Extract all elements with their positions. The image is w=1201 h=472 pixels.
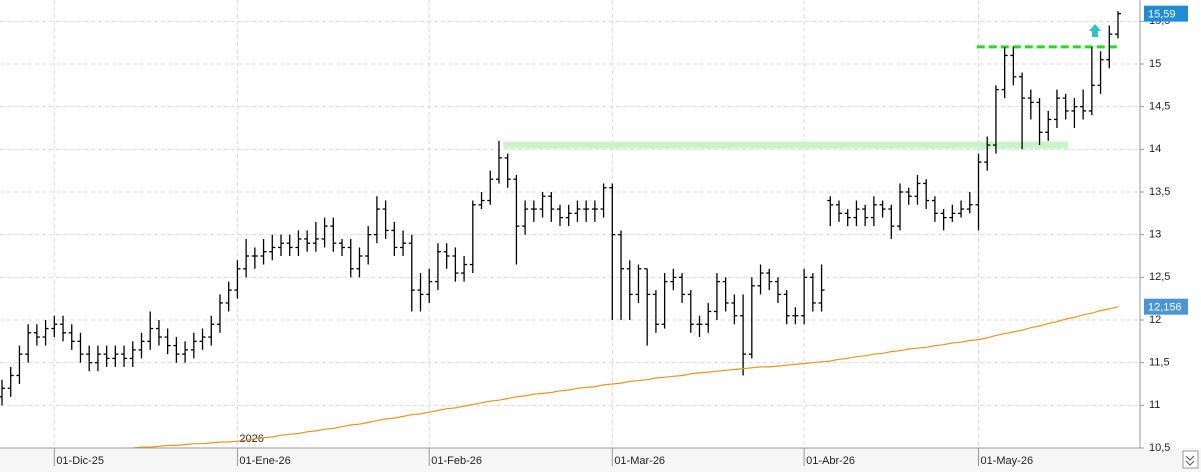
y-tick-label: 14 [1149,143,1161,155]
x-tick-label: 01-Abr-26 [806,455,855,467]
y-tick-label: 13 [1149,229,1161,241]
price-tag [1144,5,1188,22]
x-tick-label: 01-Ene-26 [239,455,290,467]
x-tick-label: 01-May-26 [981,455,1034,467]
x-axis: 01-Dic-25 01-Ene-26 01-Feb-26 01-Mar-26 01-A… [53,448,1034,467]
y-tick-label: 11 [1149,399,1160,411]
corner-icon [1185,460,1195,466]
plot-area: 2026 [0,11,1121,448]
y-tick-label: 11,5 [1149,357,1170,369]
price-tag [1144,298,1188,315]
y-tick-label: 10,5 [1149,442,1170,454]
price-tag-label: 15,59 [1148,9,1176,21]
y-tick-label: 15 [1149,58,1161,70]
x-tick-label: 01-Mar-26 [614,455,665,467]
x-tick-label: 01-Feb-26 [431,455,482,467]
up-arrow [1089,24,1101,37]
x-tick-label: 01-Dic-25 [56,455,104,467]
corner-icon [1185,455,1195,461]
y-tick-label: 13,5 [1149,186,1170,198]
y-tick-label: 12 [1149,314,1161,326]
price-tag-label: 12,156 [1148,302,1182,314]
y-tick-label: 14,5 [1149,101,1170,113]
moving-average-line [132,306,1119,448]
y-axis: 10,51111,51212,51313,51414,51515,515,591… [1140,5,1188,454]
y-tick-label: 12,5 [1149,271,1170,283]
x-axis-panel [0,448,1201,472]
